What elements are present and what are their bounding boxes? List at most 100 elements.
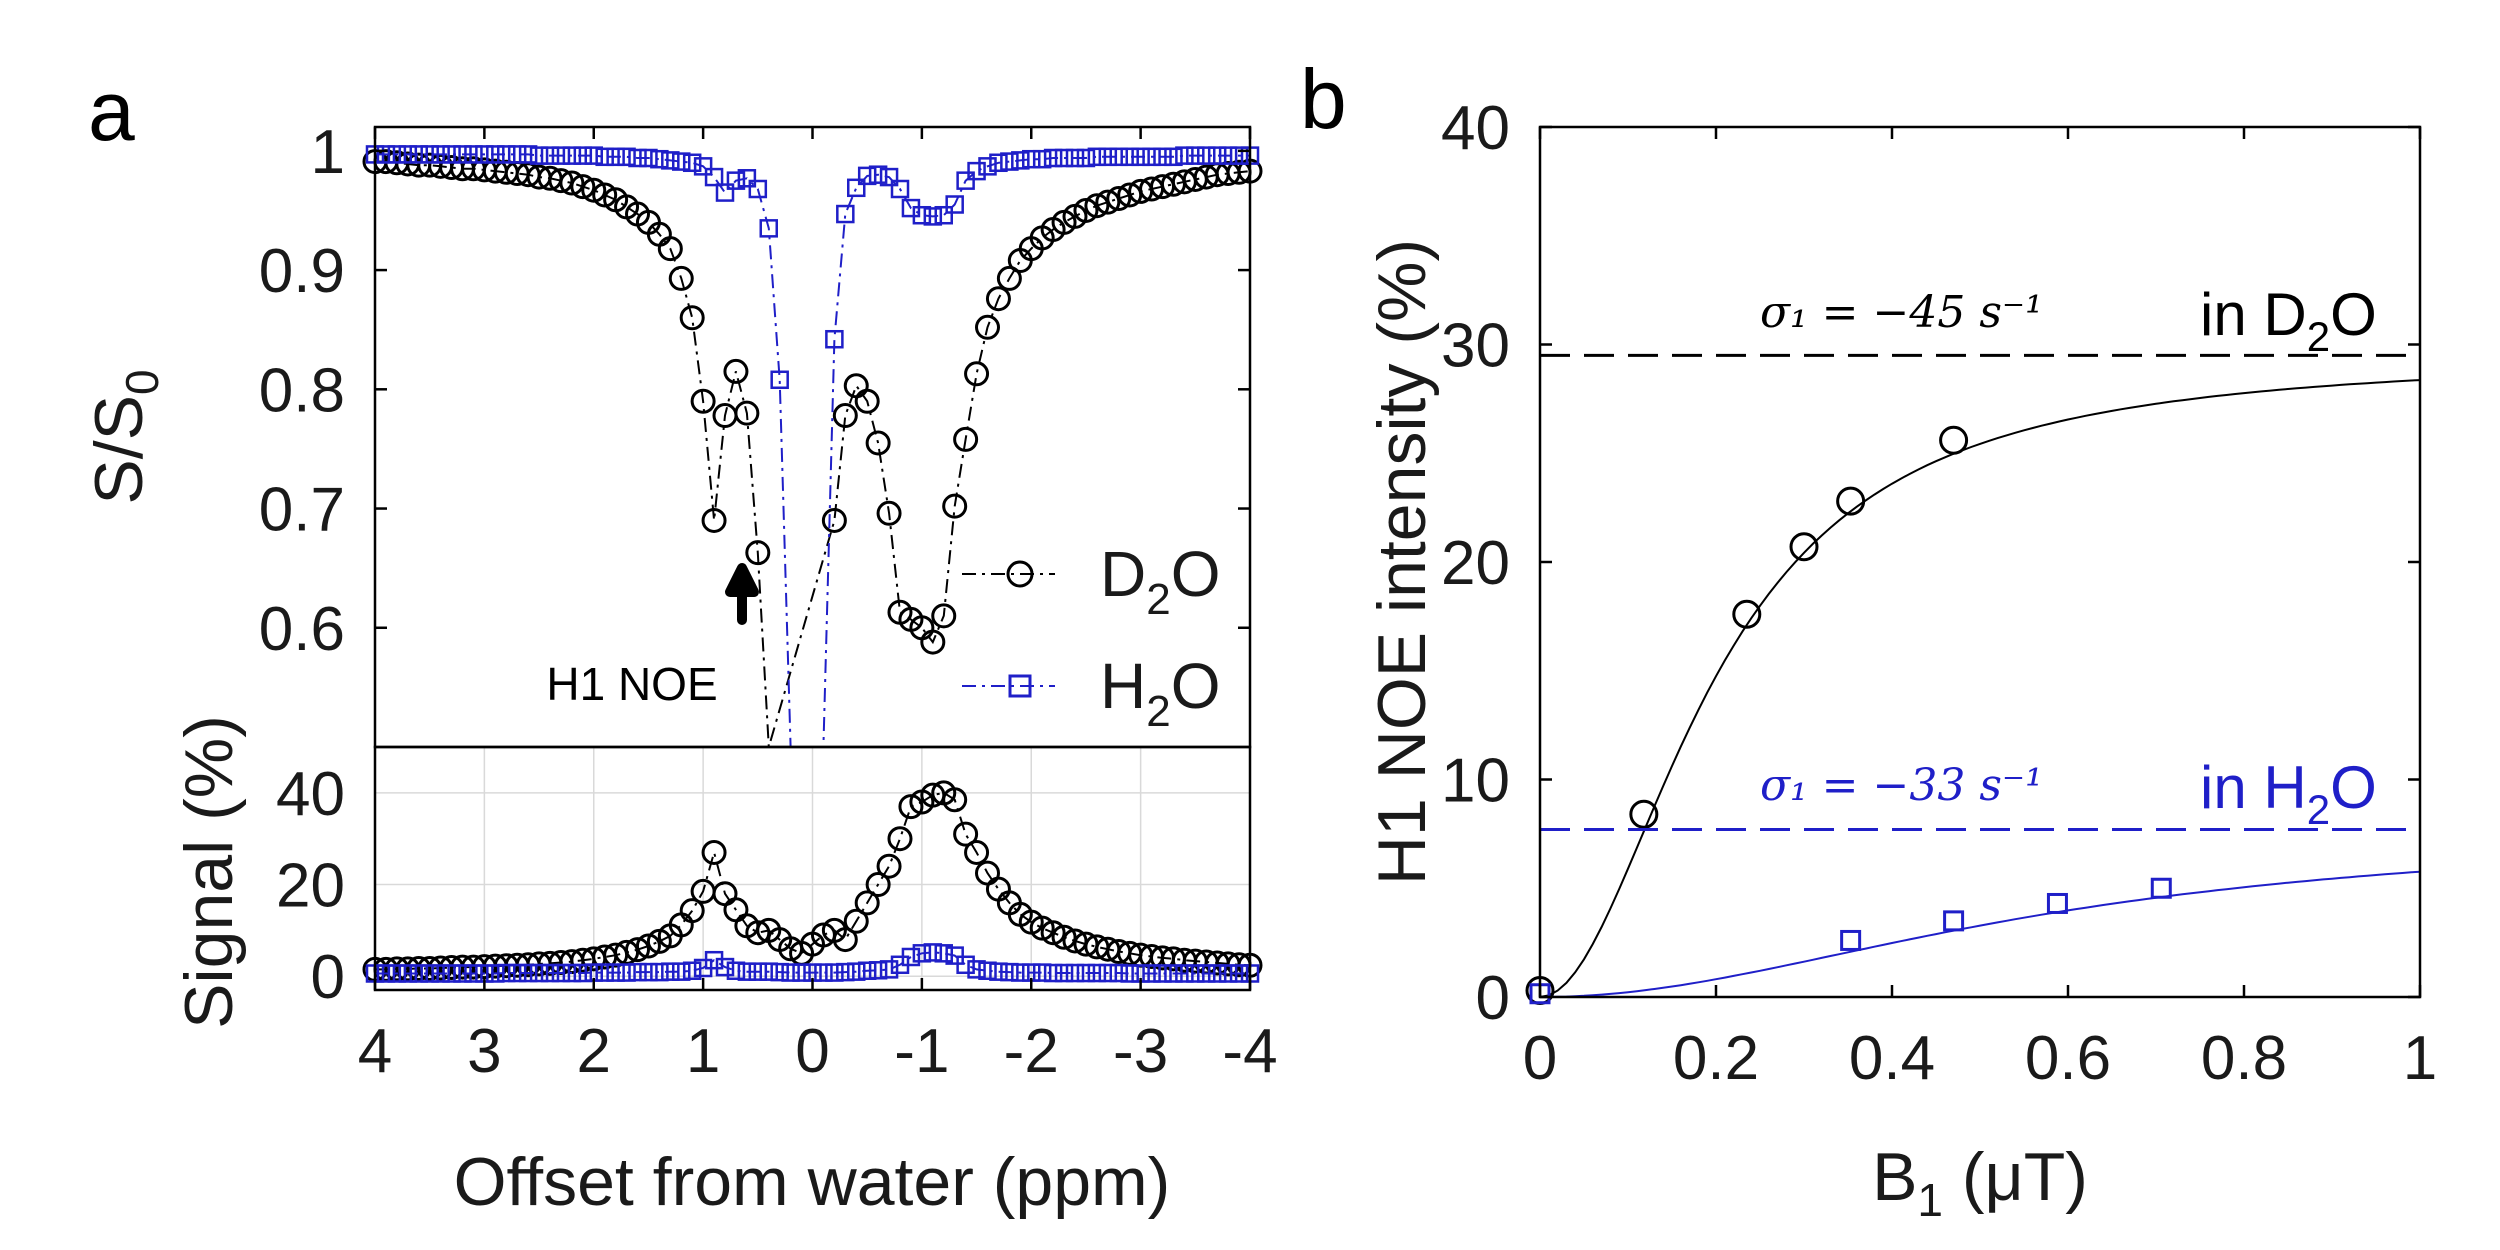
- upper-h2o-point: [529, 146, 549, 165]
- upper-h2o-point: [857, 166, 877, 186]
- legend-h2o-label: H2O: [1100, 650, 1220, 736]
- upper-h2o-point: [573, 146, 593, 165]
- upper-h2o-point: [540, 146, 560, 165]
- upper-d2o-point: [920, 629, 946, 655]
- lower-d2o-point: [953, 821, 979, 847]
- lower-d2o-point: [843, 908, 869, 934]
- lower-h2o-point: [1087, 963, 1107, 983]
- fit-curve-d2o: [1539, 379, 2421, 998]
- lower-plot-area: [362, 780, 1263, 983]
- upper-h2o-point: [1043, 148, 1063, 168]
- upper-d2o-point: [996, 265, 1022, 291]
- lower-h2o-point: [617, 963, 636, 982]
- lower-h2o-point: [420, 964, 439, 983]
- upper-h2o-point: [945, 195, 964, 214]
- upper-h2o-point: [672, 152, 691, 171]
- b-y-tick-label: 20: [1441, 529, 1510, 598]
- upper-h2o-point: [1000, 152, 1019, 171]
- lower-h2o-point: [650, 962, 669, 982]
- upper-d2o-point: [942, 493, 968, 519]
- x-tick-label: -1: [894, 1017, 949, 1086]
- lower-h2o-point: [661, 962, 680, 981]
- upper-d2o-point: [570, 174, 596, 200]
- lower-h2o-point: [431, 964, 450, 983]
- lower-h2o-point: [453, 964, 472, 983]
- panel-b-plot-area: [1525, 353, 2421, 1005]
- upper-h2o-point: [1207, 146, 1227, 165]
- panel-letter-b: b: [1300, 52, 1347, 146]
- upper-h2o-point: [617, 147, 636, 167]
- lower-d2o-point: [1029, 915, 1055, 941]
- upper-h2o-point: [639, 148, 658, 168]
- lower-h2o-point: [901, 947, 921, 967]
- lower-d2o-point: [985, 876, 1011, 902]
- upper-h2o-point: [682, 153, 702, 173]
- lower-d2o-point: [887, 826, 913, 852]
- upper-plot-area: [362, 145, 1263, 748]
- panel-a: a 4 3 2 1 0 -1 -2 -3 -4 0.6 0.7 0.8 0.9 1 0 20 40 S/S0 S…: [81, 64, 1278, 1220]
- x-tick-label: 4: [358, 1017, 392, 1086]
- lower-h2o-point: [1229, 964, 1249, 983]
- upper-h2o-point: [420, 145, 439, 164]
- lower-h2o-point: [956, 955, 975, 975]
- upper-d2o-point: [843, 373, 869, 399]
- upper-h2o-point: [1186, 146, 1205, 165]
- lower-h2o-point: [486, 964, 505, 983]
- lower-h2o-point: [748, 962, 768, 981]
- upper-h2o-point: [606, 147, 625, 167]
- lower-h2o-point: [573, 963, 593, 983]
- upper-d2o-point: [559, 170, 585, 196]
- upper-h2o-point: [693, 157, 713, 176]
- upper-d2o-point: [931, 603, 957, 629]
- lower-h2o-point: [595, 963, 614, 982]
- lower-h2o-point: [814, 963, 833, 982]
- lower-h2o-point: [551, 963, 571, 983]
- upper-d2o-point: [668, 265, 694, 291]
- lower-h2o-point: [781, 963, 800, 982]
- lower-h2o-point: [639, 962, 658, 982]
- upper-d2o-point: [865, 430, 891, 456]
- lower-h2o-point: [1000, 962, 1019, 982]
- b-point-h2o: [2046, 892, 2068, 914]
- lower-h2o-point: [989, 962, 1008, 981]
- lower-y-tick-label: 20: [276, 852, 345, 921]
- upper-h2o-point: [748, 179, 768, 199]
- lower-h2o-point: [497, 963, 516, 983]
- upper-d2o-point: [953, 426, 979, 452]
- fit-curve-h2o: [1540, 870, 2421, 998]
- upper-h2o-point: [836, 204, 855, 224]
- upper-d2o-point: [734, 400, 760, 426]
- upper-h2o-point: [1032, 149, 1052, 169]
- b-y-tick-label: 10: [1441, 747, 1510, 816]
- lower-h2o-point: [934, 944, 953, 963]
- upper-d2o-point: [832, 403, 858, 429]
- lower-h2o-point: [1186, 964, 1205, 983]
- lower-d2o-point: [964, 839, 990, 865]
- lower-h2o-point: [1207, 964, 1227, 983]
- sigma-h2o-label: σ₁ = −33 s⁻¹: [1760, 760, 2043, 811]
- lower-h2o-point: [409, 964, 428, 983]
- lower-h2o-point: [1098, 963, 1118, 983]
- upper-d2o-point: [581, 177, 607, 203]
- upper-d2o-point: [1084, 193, 1110, 219]
- lower-d2o-point: [625, 937, 650, 963]
- upper-h2o-point: [442, 145, 461, 164]
- sigma-d2o-label: σ₁ = −45 s⁻¹: [1760, 287, 2043, 338]
- lower-d2o-point: [942, 787, 968, 813]
- lower-h2o-point: [770, 962, 789, 982]
- lower-h2o-point: [606, 963, 625, 982]
- lower-h2o-point: [398, 964, 418, 983]
- b-point-h2o: [2150, 877, 2172, 899]
- lower-d2o-point: [898, 794, 924, 820]
- upper-h2o-point: [409, 145, 428, 164]
- b-y-tick-label: 30: [1441, 312, 1510, 381]
- upper-y-tick-label: 0.8: [259, 356, 345, 425]
- upper-h2o-point: [956, 171, 975, 190]
- lower-h2o-point: [737, 962, 757, 981]
- upper-h2o-point: [497, 145, 516, 164]
- upper-h2o-point: [1218, 146, 1238, 165]
- lower-h2o-point: [726, 961, 746, 980]
- upper-h2o-point: [1142, 147, 1161, 167]
